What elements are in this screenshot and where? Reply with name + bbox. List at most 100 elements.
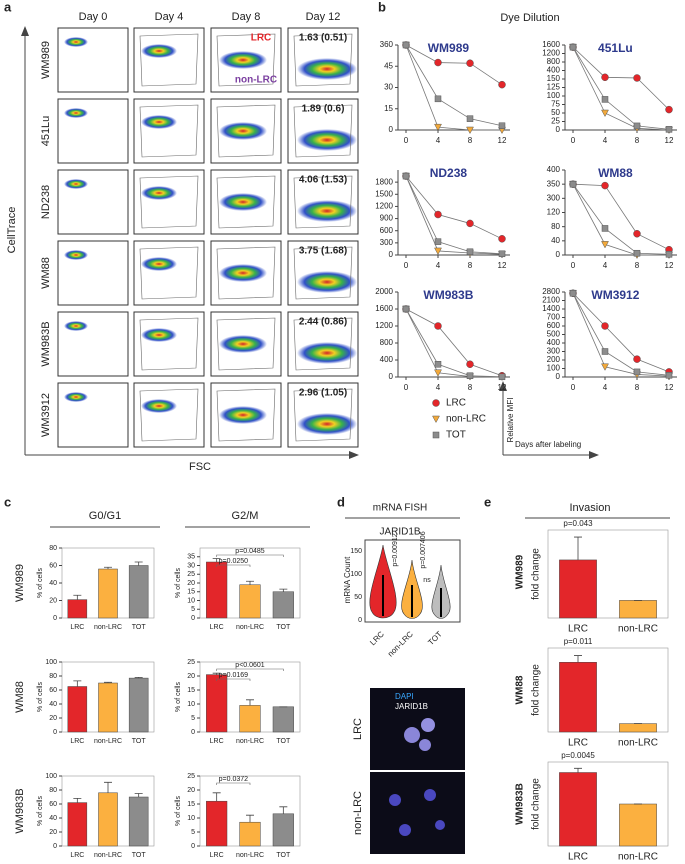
y-tick-label: 300 [547, 193, 561, 202]
error-bar [104, 681, 112, 683]
panel-d: d mRNA FISH JARID1B mRNA Count 0 50 100 … [337, 494, 465, 854]
cell-density [64, 392, 88, 402]
y-tick-label: 80 [49, 787, 57, 794]
y-tick-label: 25 [187, 773, 195, 780]
panel-a: a CellTrace FSC [4, 0, 359, 473]
cell-density [219, 406, 267, 424]
series-line [405, 44, 503, 85]
significance-bracket [216, 554, 284, 557]
gate [216, 175, 276, 229]
marker [569, 289, 577, 297]
gate [139, 317, 199, 371]
x-tick-label: non-LRC [618, 738, 658, 749]
marker [665, 372, 673, 379]
flow-plot-frame [57, 311, 129, 377]
flow-plot-frame [57, 169, 129, 235]
significance-bracket [216, 668, 284, 671]
y-tick-label: 600 [380, 226, 394, 235]
stain-label: DAPI [395, 692, 414, 701]
panel-b-static: b Dye Dilution Relative MFI Days after l… [378, 0, 599, 459]
y-tick-label: 5 [191, 829, 195, 836]
y-tick-label: 1600 [542, 40, 560, 49]
error-bar [73, 680, 82, 687]
axis [564, 292, 677, 378]
x-tick-label: 4 [603, 136, 608, 145]
gate [216, 104, 276, 158]
y-tick-label: 10 [187, 597, 195, 604]
gate [293, 388, 353, 442]
p-value: p<0.0601 [235, 662, 264, 669]
x-tick-label: non-LRC [94, 738, 122, 745]
y-tick-label: 40 [49, 701, 57, 708]
y-tick-label: 0 [53, 729, 57, 736]
y-tick-label: 0 [191, 615, 195, 622]
row-label: WM989 [14, 564, 26, 602]
gene-title: JARID1B [379, 527, 420, 538]
bar [98, 568, 118, 619]
stain-label: JARID1B [395, 702, 428, 711]
bar [206, 674, 228, 733]
cell-density [219, 193, 267, 211]
chart-title: 451Lu [598, 41, 633, 55]
arrow-head [499, 381, 507, 391]
axis [397, 292, 510, 378]
cell-density [141, 44, 177, 58]
p-value: p=0.0485 [235, 548, 264, 555]
marker [601, 181, 609, 190]
marker [601, 241, 609, 249]
marker [466, 219, 474, 228]
significance-bracket [216, 782, 251, 785]
y-tick-label: 2000 [375, 287, 393, 296]
x-tick-label: 4 [603, 261, 608, 270]
x-tick-label: 4 [436, 383, 441, 392]
y-tick-label: 40 [551, 236, 560, 245]
bar [239, 821, 261, 847]
cell-density [64, 108, 88, 118]
marker [434, 238, 442, 245]
row-label: WM983B [14, 788, 26, 833]
cell-line-label: WM983B [40, 321, 52, 366]
error-bar [246, 814, 254, 823]
y-label: % of cells [37, 682, 44, 712]
bar [272, 813, 294, 847]
y-tick-label: 0 [389, 372, 394, 381]
arrow-head [589, 451, 599, 459]
y-tick-label: 400 [380, 355, 394, 364]
x-tick-label: 4 [436, 136, 441, 145]
x-tick-label: 0 [404, 383, 409, 392]
cell-density [297, 58, 357, 80]
cell-density [141, 186, 177, 200]
series-line [572, 46, 670, 130]
cell-density [64, 250, 88, 260]
bar [619, 803, 657, 847]
marker [498, 373, 506, 381]
x-tick-label: 12 [665, 383, 674, 392]
y-tick-label: 100 [547, 91, 561, 100]
bar [272, 591, 294, 619]
nucleus [424, 789, 436, 801]
x-tick-label: 8 [468, 261, 473, 270]
marker [434, 58, 442, 67]
axis [564, 170, 677, 256]
y-tick-label: 20 [187, 580, 195, 587]
error-bar [212, 558, 221, 562]
marker [402, 172, 410, 180]
y-tick-label: 30 [187, 562, 195, 569]
series-line [572, 46, 670, 110]
cell-density [141, 399, 177, 413]
error-bar [279, 806, 288, 814]
panel-title: Dye Dilution [500, 12, 559, 24]
chart-title: ND238 [430, 166, 468, 180]
y-tick-label: 20 [49, 829, 57, 836]
x-tick-label: TOT [276, 624, 291, 631]
y-tick-label: 40 [49, 580, 57, 587]
arrow-head [21, 26, 29, 36]
image-row-label: LRC [352, 718, 364, 740]
series-line [572, 183, 670, 255]
y-tick-label: 1200 [375, 202, 393, 211]
x-tick-label: non-LRC [618, 852, 658, 863]
x-label: FSC [189, 461, 211, 473]
marker [434, 123, 442, 132]
marker [466, 248, 474, 256]
y-label: % of cells [37, 568, 44, 598]
